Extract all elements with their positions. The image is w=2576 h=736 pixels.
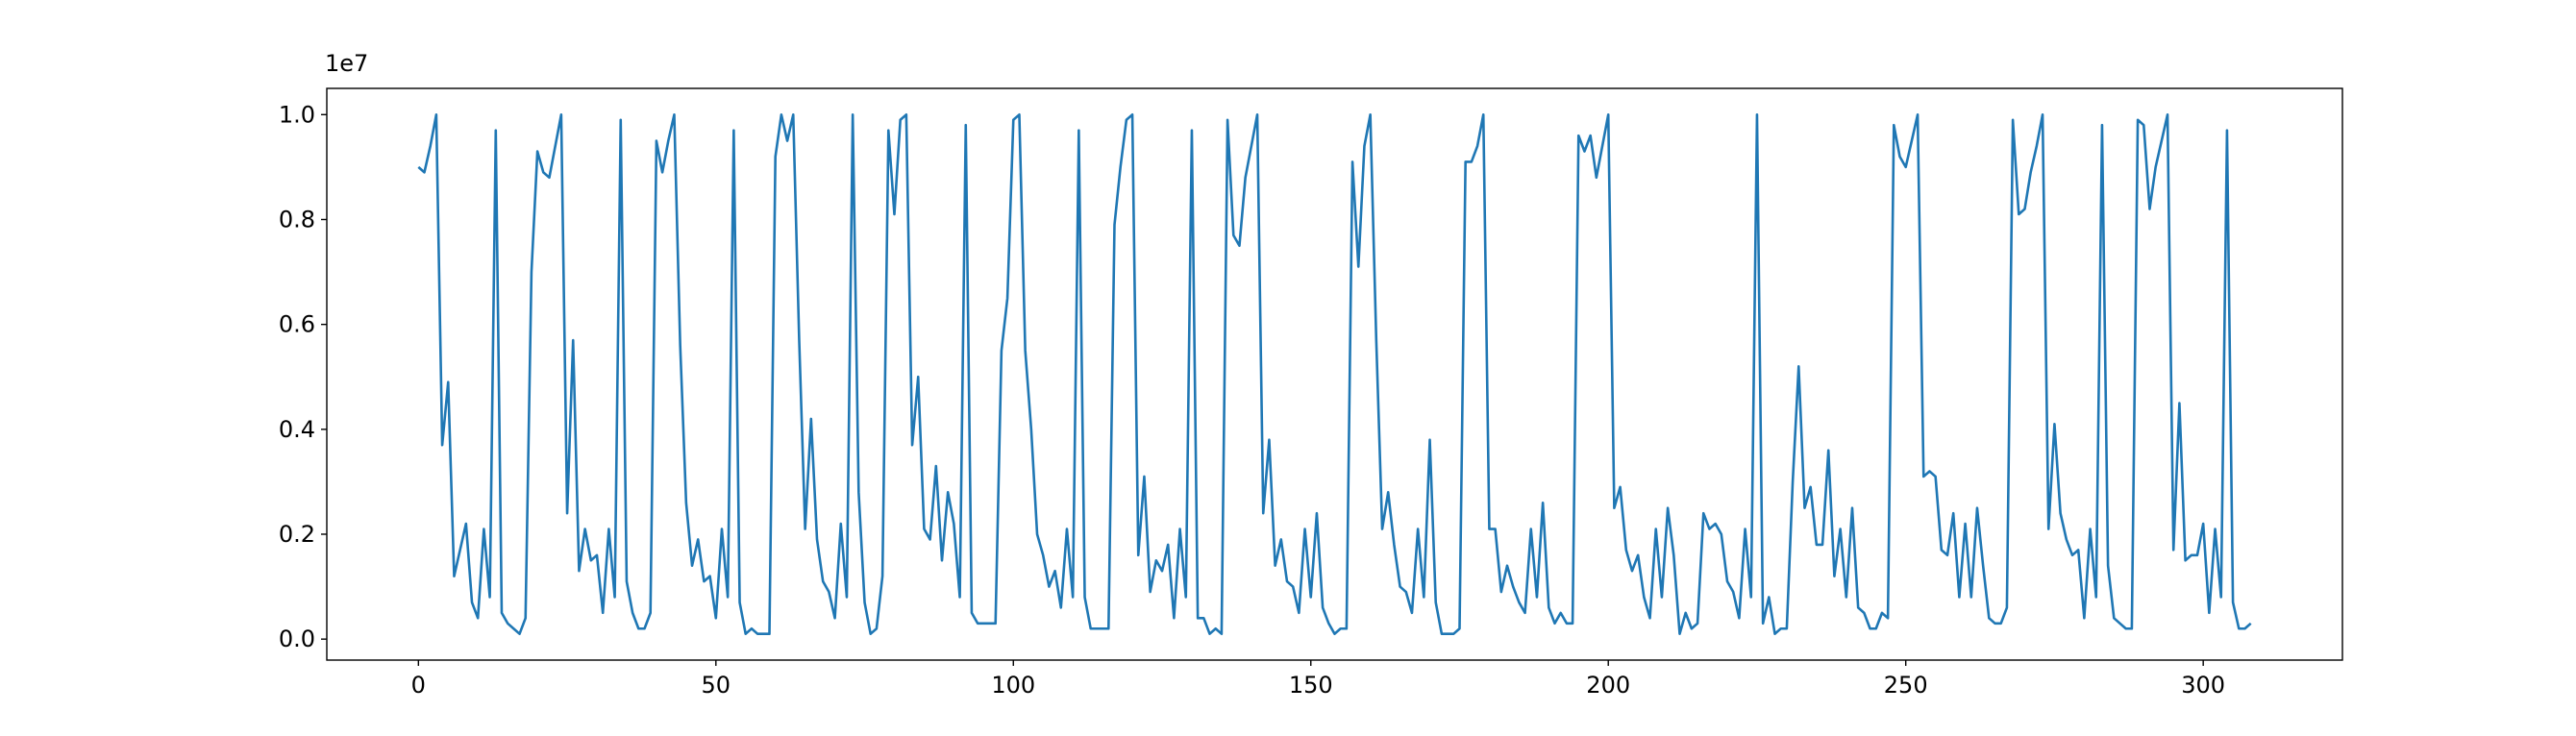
y-tick-label: 0.6 — [279, 311, 315, 338]
x-tick-label: 200 — [1586, 672, 1630, 699]
x-tick-label: 50 — [702, 672, 731, 699]
y-tick-label: 0.0 — [279, 626, 315, 652]
x-tick-label: 100 — [991, 672, 1035, 699]
offset-label: 1e7 — [325, 50, 368, 77]
x-tick-label: 150 — [1289, 672, 1333, 699]
y-tick-label: 0.2 — [279, 521, 315, 548]
y-tick-label: 0.4 — [279, 416, 315, 443]
plot-frame — [326, 87, 2343, 661]
y-tick-label: 0.8 — [279, 206, 315, 233]
x-tick-label: 0 — [411, 672, 426, 699]
x-tick-label: 250 — [1884, 672, 1928, 699]
y-tick-label: 1.0 — [279, 101, 315, 128]
x-tick-label: 300 — [2181, 672, 2225, 699]
data-line — [417, 112, 2252, 636]
